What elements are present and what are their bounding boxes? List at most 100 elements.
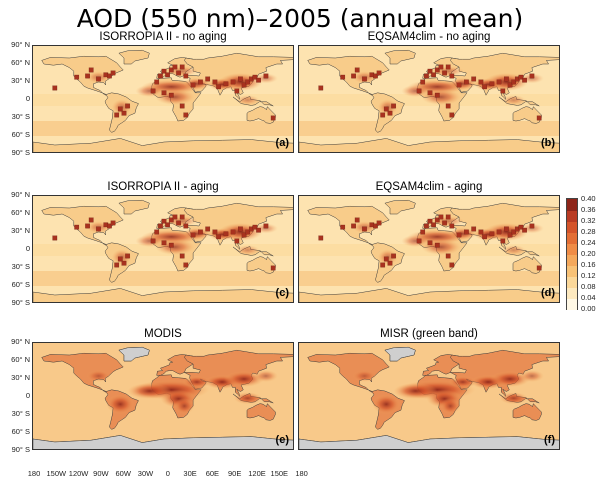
station-marker <box>391 253 396 259</box>
colorbar-label: 0.00 <box>581 304 596 313</box>
station-marker <box>522 227 527 233</box>
aod-hotspot <box>501 95 526 105</box>
lat-tick-label: 0 <box>25 391 30 400</box>
station-marker <box>434 92 440 98</box>
aod-hotspot <box>174 398 195 414</box>
aod-hotspot <box>448 227 477 240</box>
continent-northAmerica <box>41 55 124 96</box>
lat-tick-label: 30° S <box>11 409 30 418</box>
station-marker <box>496 79 502 85</box>
station-marker <box>464 229 469 235</box>
station-marker <box>376 70 382 76</box>
panel-c-title: ISORROPIA II - aging <box>107 181 219 193</box>
map-canvas <box>33 343 293 449</box>
station-marker <box>420 79 426 85</box>
station-marker <box>176 220 181 226</box>
station-marker <box>318 85 324 91</box>
aod-hotspot <box>235 245 260 255</box>
panel-d-title: EQSAM4clim - aging <box>375 181 483 193</box>
station-marker <box>478 79 484 85</box>
station-marker <box>354 217 360 223</box>
no-data-region <box>118 346 150 362</box>
station-marker <box>234 238 240 244</box>
station-marker <box>110 220 116 226</box>
aod-hotspot <box>224 371 265 387</box>
station-marker <box>96 76 101 82</box>
station-marker <box>168 217 174 223</box>
aod-hotspot <box>440 398 461 414</box>
station-marker <box>442 220 447 226</box>
station-marker <box>500 238 506 244</box>
station-marker <box>168 67 174 73</box>
station-marker <box>183 223 189 229</box>
panel-f-title: MISR (green band) <box>380 328 478 340</box>
station-marker <box>241 232 247 238</box>
colorbar-segment <box>567 276 577 288</box>
station-marker <box>431 222 436 228</box>
station-marker <box>270 265 276 271</box>
continent-greenland <box>384 199 416 215</box>
station-marker <box>351 223 356 229</box>
station-marker <box>179 214 185 220</box>
lat-tick-label: 90° N <box>11 40 30 49</box>
station-marker <box>216 84 221 90</box>
continent-australia <box>246 403 276 421</box>
station-marker <box>351 73 356 79</box>
colorbar-label: 0.28 <box>581 227 596 236</box>
lat-tick-label: 0 <box>25 94 30 103</box>
colorbar <box>566 198 578 310</box>
station-marker <box>252 74 258 80</box>
lat-tick-label: 60° S <box>11 427 30 436</box>
continent-antarctica <box>299 138 559 152</box>
station-marker <box>511 229 517 235</box>
station-marker <box>471 76 477 82</box>
station-marker <box>212 229 218 235</box>
panel-c-label: (c) <box>275 287 289 299</box>
station-marker <box>427 90 433 96</box>
station-marker <box>427 240 433 246</box>
map-canvas <box>33 196 293 302</box>
station-marker <box>383 256 389 262</box>
lon-tick-label: 30E <box>183 469 197 478</box>
colorbar-label: 0.20 <box>581 249 596 258</box>
station-marker <box>168 92 174 98</box>
map-panel-c: (c) <box>32 195 294 303</box>
station-marker <box>52 85 58 91</box>
station-marker <box>427 68 433 74</box>
station-marker <box>504 76 509 82</box>
aod-hotspot <box>106 394 135 415</box>
station-marker <box>165 222 170 228</box>
southern-ocean-band <box>299 121 559 136</box>
map-panel-a: (a) <box>32 45 294 153</box>
station-marker <box>107 73 112 79</box>
station-marker <box>96 226 101 232</box>
aod-hotspot <box>401 85 430 97</box>
aod-hotspot <box>127 383 172 399</box>
aod-hotspot <box>182 376 211 388</box>
station-marker <box>482 234 487 240</box>
map-panel-b: (b) <box>298 45 560 153</box>
station-marker <box>74 74 80 80</box>
station-marker <box>121 260 127 266</box>
station-marker <box>88 217 94 223</box>
station-marker <box>318 235 324 241</box>
station-marker <box>471 226 477 232</box>
lat-tick-label: 30° S <box>11 262 30 271</box>
station-marker <box>223 81 229 87</box>
station-marker <box>190 82 196 88</box>
station-marker <box>150 238 156 244</box>
southern-ocean-band <box>33 271 293 286</box>
station-marker <box>198 229 203 235</box>
station-marker <box>376 220 382 226</box>
colorbar-segment <box>567 243 577 255</box>
station-marker <box>416 238 422 244</box>
station-marker <box>223 231 229 237</box>
station-marker <box>74 224 80 230</box>
station-marker <box>518 74 524 80</box>
panel-f-label: (f) <box>544 434 555 446</box>
lon-tick-label: 180 <box>295 469 308 478</box>
aod-hotspot <box>182 227 211 240</box>
lon-tick-label: 180 <box>27 469 41 478</box>
colorbar-label: 0.24 <box>581 238 596 247</box>
no-data-region <box>384 346 416 362</box>
